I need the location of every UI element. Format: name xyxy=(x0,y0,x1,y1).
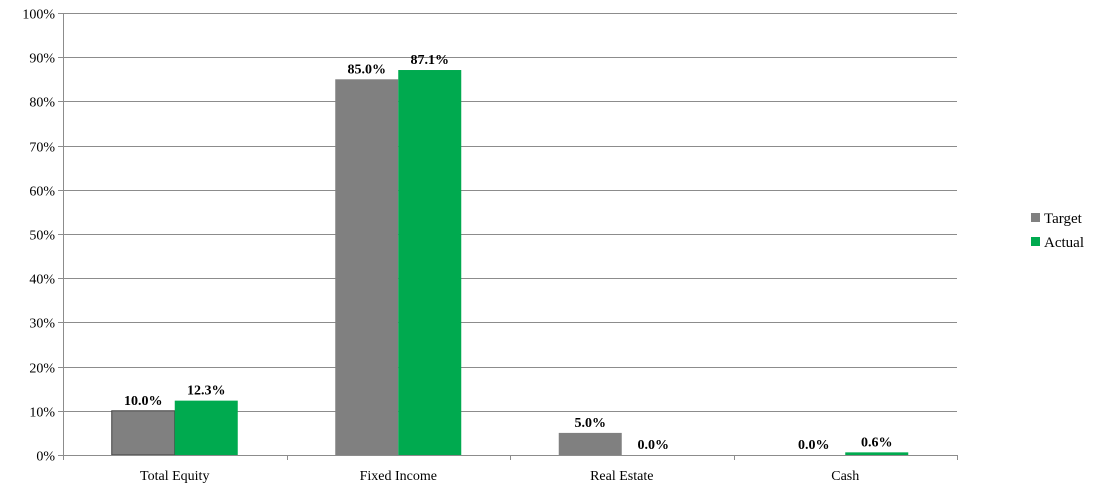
y-tick-label: 40% xyxy=(29,273,55,288)
x-tick-label: Cash xyxy=(831,469,859,484)
y-tick-label: 60% xyxy=(29,185,55,200)
legend-label-target: Target xyxy=(1044,211,1083,227)
data-label: 0.0% xyxy=(798,438,830,453)
axes: 0% 10% 20% 30% 40% 50% 60% 70% 80% 90% 100% Total E… xyxy=(22,8,958,484)
bar-target-fixed-income xyxy=(335,79,399,456)
legend-label-actual: Actual xyxy=(1044,235,1084,251)
legend-swatch-actual xyxy=(1031,237,1040,246)
data-label: 0.6% xyxy=(861,435,893,450)
legend-swatch-target xyxy=(1031,213,1040,222)
bar-target-total-equity xyxy=(111,410,176,456)
y-tick-label: 0% xyxy=(36,450,55,465)
data-label: 85.0% xyxy=(348,62,387,77)
y-tick-label: 90% xyxy=(29,52,55,67)
data-label: 87.1% xyxy=(411,53,450,68)
y-tick-label: 50% xyxy=(29,229,55,244)
data-label: 10.0% xyxy=(124,394,163,409)
data-label: 0.0% xyxy=(638,438,670,453)
y-tick-label: 80% xyxy=(29,96,55,111)
bar-target-real-estate xyxy=(558,432,622,455)
gridlines xyxy=(63,13,957,412)
bar-actual-total-equity xyxy=(174,400,238,455)
y-tick-label: 70% xyxy=(29,141,55,156)
data-label: 12.3% xyxy=(187,384,226,399)
data-label: 5.0% xyxy=(575,416,607,431)
x-tick-label: Total Equity xyxy=(140,469,209,484)
y-tick-label: 20% xyxy=(29,362,55,377)
bar-actual-cash xyxy=(845,452,909,455)
data-labels: 10.0% 12.3% 85.0% 87.1% 5.0% 0.0% 0.0% 0.6% xyxy=(124,53,893,453)
legend: Target Actual xyxy=(1031,211,1084,251)
x-tick-label: Real Estate xyxy=(590,469,653,484)
y-tick-label: 10% xyxy=(29,406,55,421)
y-tick-label: 100% xyxy=(22,8,55,23)
y-tick-label: 30% xyxy=(29,317,55,332)
bar-actual-fixed-income xyxy=(398,70,462,455)
x-tick-label: Fixed Income xyxy=(360,469,437,484)
bars xyxy=(111,70,909,456)
